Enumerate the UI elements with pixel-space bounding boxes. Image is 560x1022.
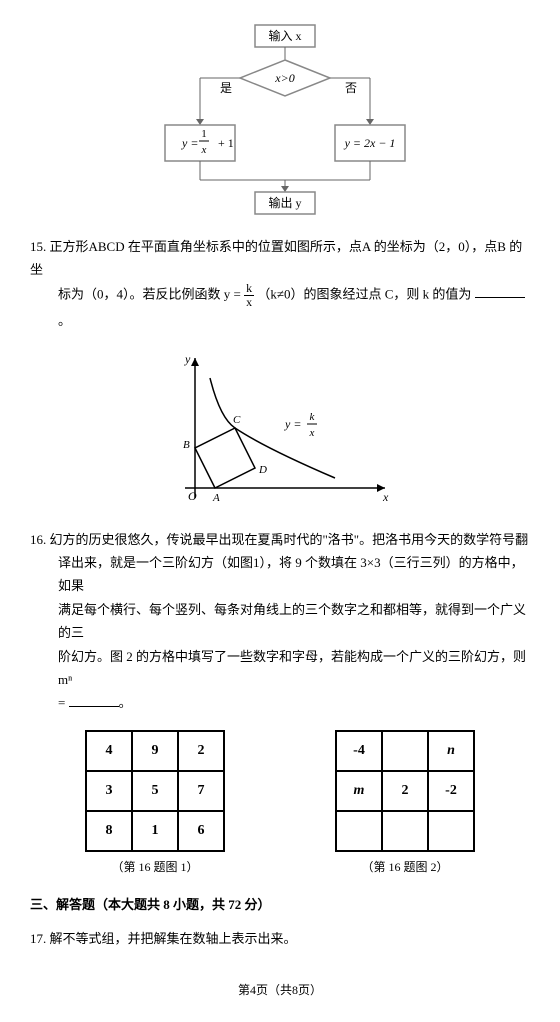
q16-table1-wrap: 492 357 816 （第 16 题图 1）: [85, 730, 225, 879]
flowchart-figure: 输入 x x>0 是 否 y = 1 x + 1 y = 2x − 1 输出 y: [30, 20, 530, 220]
flowchart-no-label: 否: [345, 81, 357, 95]
q16-text-1: 幻方的历史很悠久，传说最早出现在夏禹时代的"洛书"。把洛书用今天的数学符号翻: [50, 532, 529, 547]
q15-number: 15.: [30, 239, 46, 254]
section-3-title: 三、解答题（本大题共 8 小题，共 72 分）: [30, 893, 530, 916]
flowchart-output: 输出 y: [268, 195, 301, 210]
q16-number: 16.: [30, 532, 46, 547]
q15-graph-svg: O x y A B C D y = k x: [155, 348, 405, 518]
q15-blank: [475, 283, 525, 298]
q16-blank: [69, 692, 119, 707]
svg-text:x: x: [201, 144, 207, 156]
question-17: 17. 解不等式组，并把解集在数轴上表示出来。: [30, 927, 530, 950]
svg-text:D: D: [258, 464, 267, 476]
question-16: 16. 幻方的历史很悠久，传说最早出现在夏禹时代的"洛书"。把洛书用今天的数学符…: [30, 528, 530, 715]
q16-tables: 492 357 816 （第 16 题图 1） -4n m2-2 （第 16 题…: [30, 730, 530, 879]
svg-text:k: k: [310, 411, 316, 423]
svg-text:+ 1: + 1: [218, 136, 234, 150]
q16-table1: 492 357 816: [85, 730, 225, 852]
svg-text:1: 1: [201, 128, 207, 140]
flowchart-yes-label: 是: [220, 81, 232, 95]
svg-text:y: y: [184, 352, 191, 366]
svg-text:x: x: [309, 427, 315, 439]
flowchart-svg: 输入 x x>0 是 否 y = 1 x + 1 y = 2x − 1 输出 y: [150, 20, 410, 220]
q16-table2: -4n m2-2: [335, 730, 475, 852]
page-footer: 第4页（共8页）: [30, 980, 530, 1002]
q16-text-5: =: [58, 695, 65, 710]
q16-text-4: 阶幻方。图 2 的方格中填写了一些数字和字母，若能构成一个广义的三阶幻方，则 m…: [58, 645, 530, 692]
q17-text: 解不等式组，并把解集在数轴上表示出来。: [50, 931, 297, 946]
q15-text-3: （k≠0）的图象经过点 C，则 k 的值为: [257, 286, 471, 301]
q15-figure: O x y A B C D y = k x: [30, 348, 530, 518]
flowchart-yes-prefix: y =: [181, 136, 198, 150]
q16-table1-caption: （第 16 题图 1）: [85, 857, 225, 879]
q15-frac: kx: [244, 282, 254, 309]
svg-text:y =: y =: [284, 417, 301, 431]
flowchart-condition: x>0: [274, 71, 294, 85]
svg-text:C: C: [233, 414, 241, 426]
flowchart-no-formula: y = 2x − 1: [344, 136, 396, 150]
question-15: 15. 正方形ABCD 在平面直角坐标系中的位置如图所示，点A 的坐标为（2，0…: [30, 235, 530, 333]
q16-text-2: 译出来，就是一个三阶幻方（如图1），将 9 个数填在 3×3（三行三列）的方格中…: [58, 551, 530, 598]
svg-text:x: x: [382, 490, 389, 504]
q17-number: 17.: [30, 931, 46, 946]
svg-text:O: O: [188, 489, 197, 503]
q16-text-3: 满足每个横行、每个竖列、每条对角线上的三个数字之和都相等，就得到一个广义的三: [58, 598, 530, 645]
q16-table2-caption: （第 16 题图 2）: [335, 857, 475, 879]
svg-text:B: B: [183, 439, 190, 451]
q16-table2-wrap: -4n m2-2 （第 16 题图 2）: [335, 730, 475, 879]
q15-text-2: 标为（0，4）。若反比例函数 y =: [58, 286, 244, 301]
flowchart-input: 输入 x: [268, 28, 301, 43]
svg-text:A: A: [212, 492, 220, 504]
q15-text-1: 正方形ABCD 在平面直角坐标系中的位置如图所示，点A 的坐标为（2，0），点B…: [30, 239, 522, 277]
